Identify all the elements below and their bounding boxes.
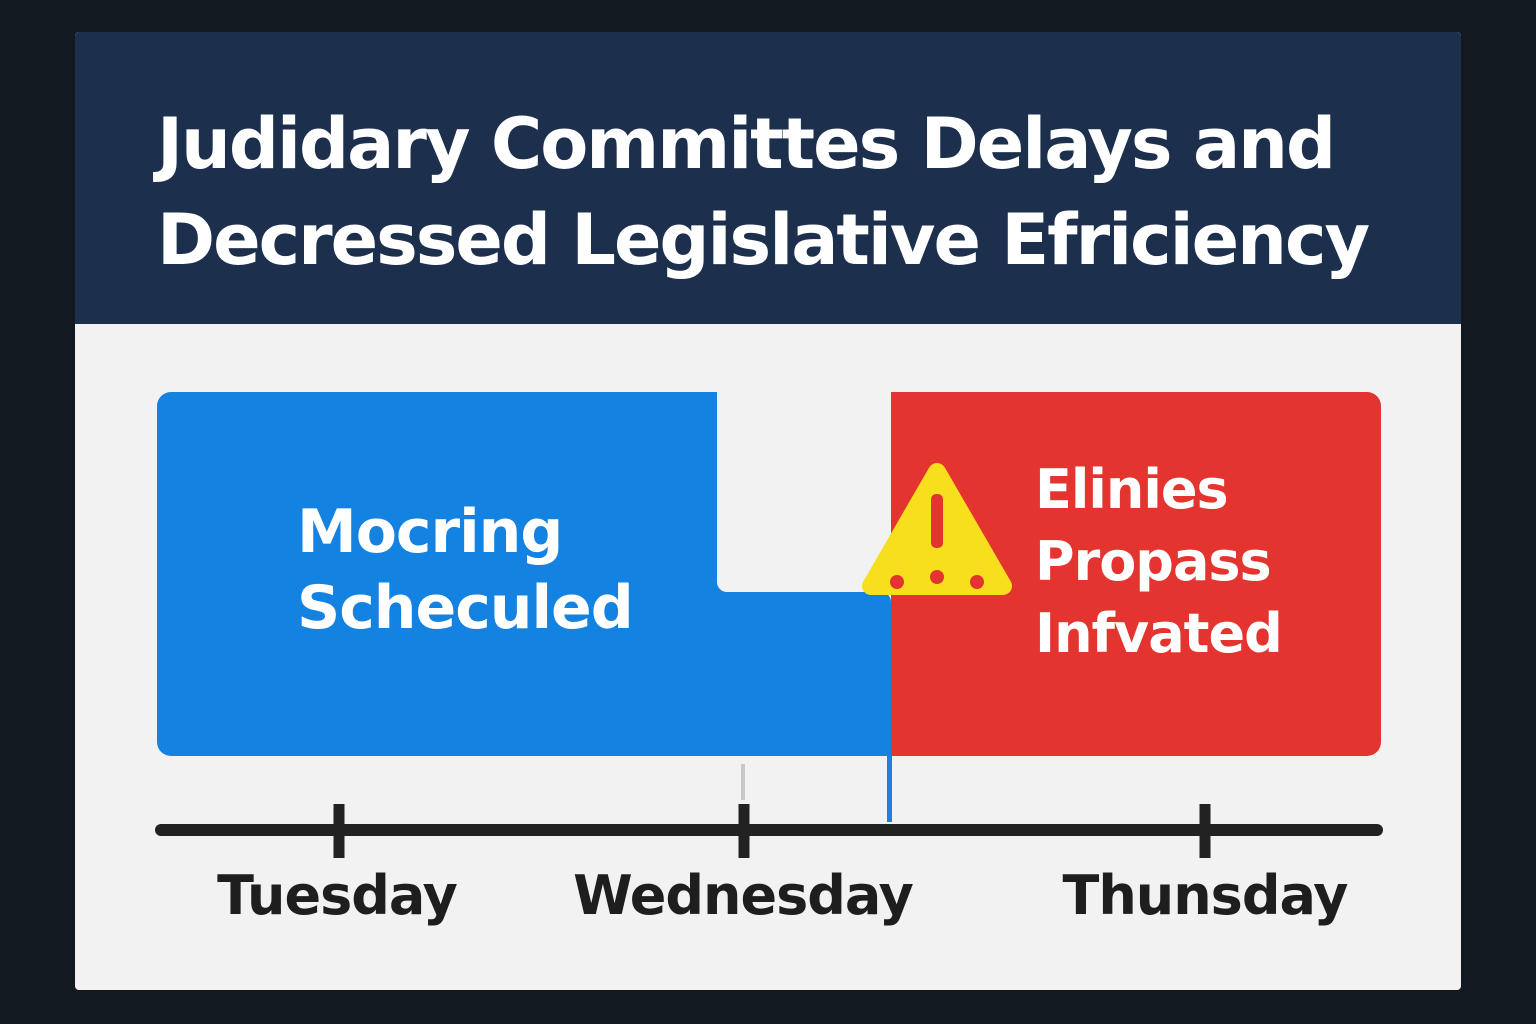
title-line-2: Decressed Legislative Efriciency: [157, 199, 1370, 281]
red-block-line-2: Propass: [1035, 530, 1272, 593]
warning-triangle-icon: [862, 463, 1012, 595]
timeline-card: Judidary Committes Delays and Decressed …: [75, 32, 1461, 990]
page-title: Judidary Committes Delays and Decressed …: [157, 96, 1407, 288]
day-label-wednesday: Wednesday: [573, 864, 914, 927]
title-line-1: Judidary Committes Delays and: [157, 103, 1336, 185]
blue-block: [157, 392, 891, 756]
red-block-line-1: Elinies: [1035, 458, 1229, 521]
day-label-tuesday: Tuesday: [217, 864, 458, 927]
red-block-label: Elinies Propass Infvated: [1035, 454, 1283, 670]
red-block: [715, 392, 1381, 756]
blue-block-line-1: Mocring: [297, 497, 563, 567]
blue-block-line-2: Scheculed: [297, 573, 634, 643]
current-marker: [887, 756, 892, 822]
header-banner: Judidary Committes Delays and Decressed …: [75, 32, 1461, 324]
timeline-diagram: Mocring Scheculed Elinies Propass Infvat…: [75, 324, 1461, 990]
blue-block-label: Mocring Scheculed: [297, 494, 634, 646]
faint-marker: [741, 764, 745, 800]
day-label-thursday: Thunsday: [1062, 864, 1349, 927]
timeline-svg: [155, 392, 1383, 858]
red-block-line-3: Infvated: [1035, 602, 1283, 665]
